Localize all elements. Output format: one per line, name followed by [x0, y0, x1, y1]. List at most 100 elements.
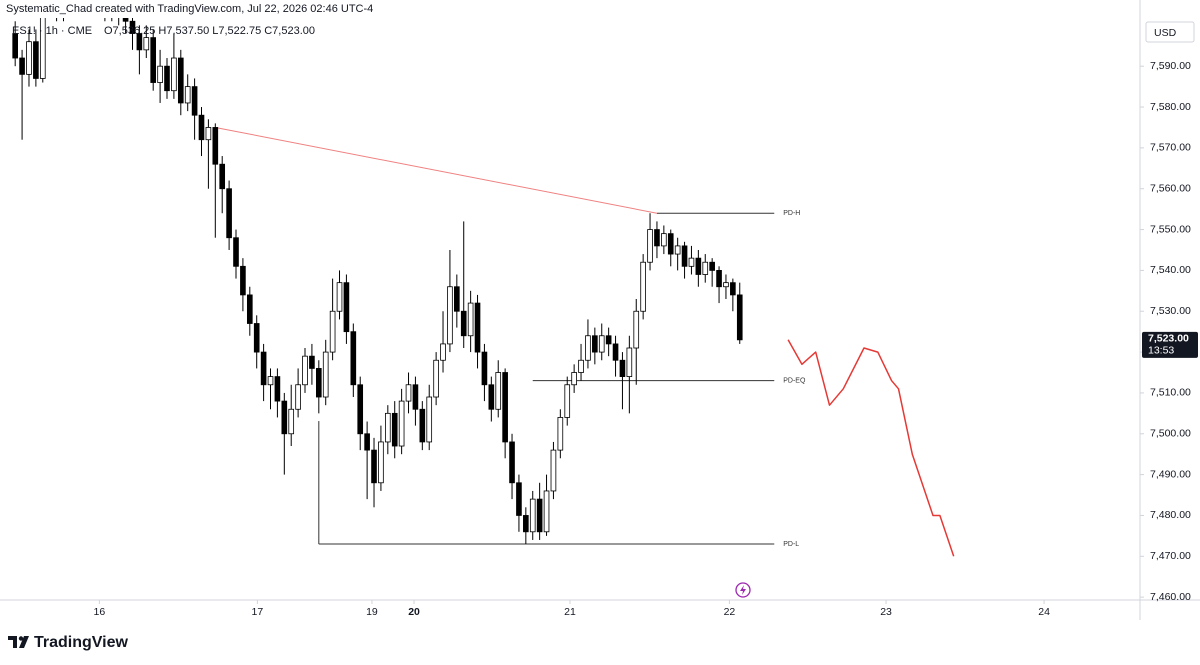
candle-body: [419, 408, 426, 443]
currency-box: [1145, 21, 1195, 43]
y-tick-label: 7,590.00: [1150, 60, 1191, 72]
candle-body: [612, 343, 619, 361]
candle-body: [488, 384, 495, 410]
candle-body: [357, 384, 364, 435]
candle-body: [184, 86, 191, 104]
candle-body: [481, 351, 488, 386]
y-tick-label: 7,510.00: [1150, 387, 1191, 399]
candle-body: [557, 417, 564, 451]
y-tick-label: 7,580.00: [1150, 101, 1191, 113]
candle-body: [723, 282, 729, 288]
candle-body: [322, 351, 329, 398]
candle-body: [633, 310, 640, 349]
candle-body: [253, 323, 260, 353]
candle-body: [364, 433, 370, 451]
candle-body: [454, 286, 460, 312]
candle-body: [205, 127, 212, 141]
candle-body: [226, 188, 232, 239]
candle-body: [240, 265, 246, 296]
candle-body: [171, 57, 177, 92]
candle-body: [667, 233, 674, 255]
candle-body: [605, 335, 612, 345]
last-price-label: 7,523.00: [1148, 333, 1189, 345]
trendline: [215, 126, 658, 214]
candle-body: [640, 261, 646, 312]
ohlc-label: O7,536.25 H7,537.50 L7,522.75 C7,523.00: [104, 25, 315, 37]
candle-body: [274, 376, 281, 402]
candle-body: [447, 286, 453, 345]
y-tick-label: 7,550.00: [1150, 223, 1191, 235]
y-tick-label: 7,460.00: [1150, 591, 1191, 603]
candle-body: [164, 65, 170, 92]
y-tick-label: 7,500.00: [1150, 428, 1191, 440]
x-tick-label: 17: [252, 606, 264, 618]
candle-body: [143, 37, 150, 51]
candle-body: [315, 368, 322, 398]
plot-area: PD-H PD-EQ PD-L: [12, 0, 955, 557]
x-tick-label: 21: [564, 606, 576, 618]
countdown: 13:53: [1148, 345, 1174, 357]
candle-body: [661, 233, 667, 247]
symbol: ES1! · 1h · CME: [12, 25, 92, 37]
candle-body: [281, 400, 288, 435]
level-label: PD-H: [783, 210, 800, 217]
candle-body: [129, 20, 136, 34]
candle-body: [702, 261, 709, 275]
candle-body: [336, 282, 343, 312]
candle-body: [467, 302, 474, 337]
x-tick-label: 16: [94, 606, 106, 618]
candle-body: [260, 351, 267, 386]
candle-body: [302, 355, 308, 386]
candle-body: [96, 0, 101, 1]
candle-body: [136, 33, 143, 51]
candle-body: [598, 335, 605, 353]
candle-body: [474, 302, 481, 353]
candle-body: [33, 41, 39, 79]
candle-body: [736, 294, 743, 341]
candle-body: [371, 449, 377, 484]
y-tick-label: 7,570.00: [1150, 142, 1191, 154]
candle-body: [709, 261, 715, 271]
y-tick-label: 7,480.00: [1150, 509, 1191, 521]
candle-body: [585, 335, 591, 361]
candle-body: [502, 372, 508, 443]
candle-body: [571, 372, 577, 386]
candle-body: [343, 282, 350, 333]
candle-body: [674, 245, 681, 255]
event-icon: [735, 582, 751, 598]
candle-body: [523, 515, 529, 533]
candle-body: [578, 359, 584, 373]
candle-body: [716, 270, 722, 288]
y-tick-label: 7,540.00: [1150, 264, 1191, 276]
candle-body: [309, 355, 315, 369]
y-tick-label: 7,530.00: [1150, 305, 1191, 317]
candle-body: [433, 359, 439, 398]
brand: TradingView: [34, 634, 129, 651]
candle-body: [440, 343, 446, 361]
candle-body: [529, 498, 536, 533]
x-tick-label: 20: [408, 606, 420, 618]
candle-body: [619, 359, 626, 377]
candle-body: [350, 331, 357, 386]
candle-body: [391, 412, 398, 447]
candle-body: [550, 449, 557, 492]
candle-body: [212, 127, 219, 165]
candle-body: [191, 86, 198, 116]
candle-body: [39, 18, 46, 79]
candle-body: [219, 163, 226, 190]
candle-body: [122, 18, 129, 22]
candle-body: [543, 490, 550, 533]
candle-body: [681, 245, 688, 267]
candle-body: [509, 441, 515, 484]
candle-body: [329, 310, 336, 353]
x-tick-label: 24: [1038, 606, 1050, 618]
candle-body: [295, 384, 301, 410]
header-title: Systematic_Chad created with TradingView…: [6, 3, 373, 15]
candle-body: [385, 412, 391, 443]
candle-body: [157, 65, 163, 83]
candle-body: [495, 372, 502, 410]
level-label: PD-L: [783, 541, 799, 548]
candle-body: [26, 41, 32, 75]
candle-body: [246, 294, 253, 324]
x-tick-label: 22: [724, 606, 736, 618]
